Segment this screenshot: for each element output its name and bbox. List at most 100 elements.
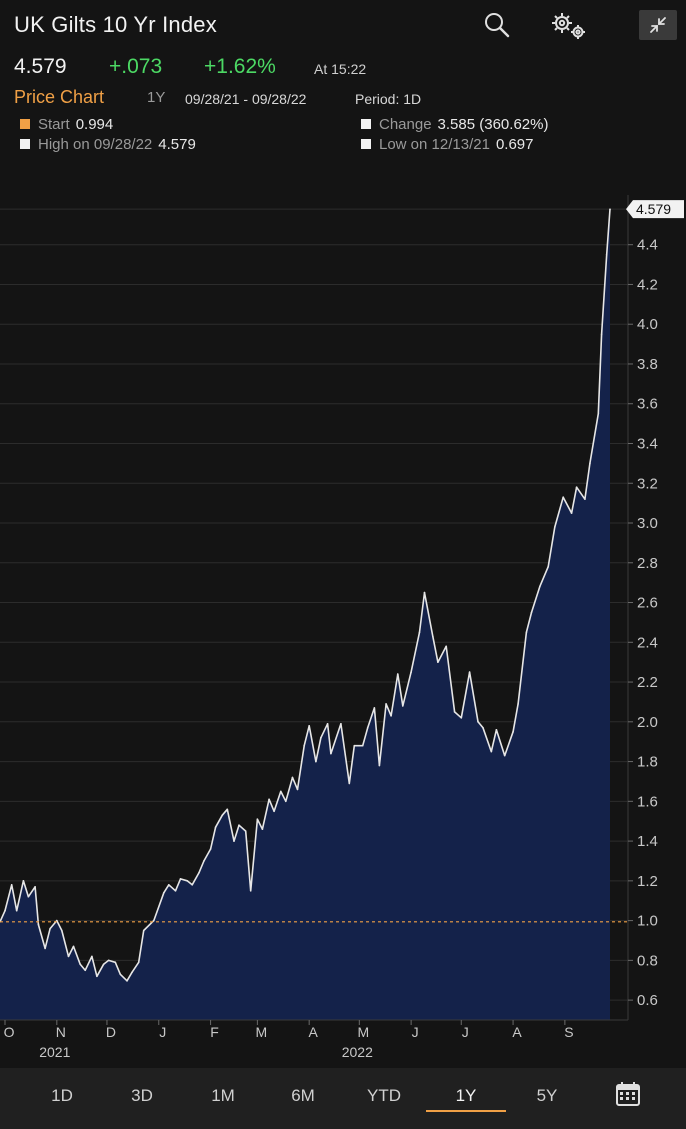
data-point [296,788,299,791]
gear-icon [552,13,585,39]
y-tick-label: 3.4 [637,435,658,452]
data-point [418,631,421,634]
chart-info-bar: Price Chart 1Y 09/28/21 - 09/28/22 Perio… [0,87,686,109]
range-button-1y[interactable]: 1Y [455,1086,477,1105]
minimize-icon [650,17,666,33]
y-tick-label: 2.4 [637,634,658,651]
y-tick-label: 2.2 [637,674,658,691]
header: UK Gilts 10 Yr Index [0,0,686,60]
data-point [503,754,506,757]
data-point [512,730,514,733]
data-point [273,810,275,813]
last-value-badge [626,200,684,219]
y-tick-label: 3.6 [637,396,658,413]
data-point [340,722,342,725]
chart-range-label: 1Y [147,89,166,106]
y-tick-label: 0.6 [637,992,658,1009]
data-point [91,955,93,958]
range-button-3d[interactable]: 3D [131,1086,153,1105]
stat-change-label: Change [379,116,432,133]
data-point [348,782,351,785]
data-point [114,961,117,964]
start-legend-square [20,119,30,129]
data-point [79,963,82,966]
data-point [249,889,252,892]
data-point [279,790,282,793]
data-point [191,884,193,886]
data-point [268,798,270,801]
data-point [203,860,205,862]
search-icon [485,13,510,38]
x-tick-label: S [564,1024,573,1040]
last-value-label: 4.579 [636,201,671,217]
stat-low-value: 0.697 [495,136,534,153]
data-point [49,927,51,930]
x-tick-label: F [210,1024,219,1040]
data-point [198,872,200,874]
data-point [44,947,46,950]
data-point [401,705,404,707]
calendar-button[interactable] [614,1080,642,1108]
data-point [609,208,611,210]
data-point [126,980,128,982]
minimize-button[interactable] [639,10,677,40]
range-button-1m[interactable]: 1M [211,1086,235,1105]
quote-time: At 15:22 [314,61,367,77]
range-button-1d[interactable]: 1D [51,1086,73,1105]
data-point [326,722,329,725]
stat-start-value: 0.994 [75,116,114,133]
data-point [432,635,434,638]
data-point [291,776,294,779]
data-point [96,975,98,978]
range-button-5y[interactable]: 5Y [536,1086,558,1105]
data-point [102,963,105,966]
data-point [315,760,317,763]
price-chart-title[interactable]: Price Chart [14,87,105,107]
series-line [0,209,611,982]
data-point [238,824,240,826]
data-point [233,840,235,842]
y-tick-label: 1.0 [637,913,658,930]
data-point [547,565,549,568]
data-point [61,929,63,932]
stat-high-value: 4.579 [158,136,196,153]
data-point [482,726,484,729]
data-point [584,498,586,500]
high-legend-square [20,139,30,149]
data-point [174,889,177,892]
data-point [244,830,247,832]
stat-low-label: Low on 12/13/21 [379,136,490,153]
area-fill [0,209,610,1021]
data-point [56,919,58,922]
data-point [256,818,259,821]
data-point [366,726,369,729]
range-button-ytd[interactable]: YTD [367,1086,401,1105]
data-point [570,512,573,514]
data-point [209,848,212,850]
data-point [15,909,18,912]
data-point [186,880,188,882]
data-point [22,880,25,882]
settings-button[interactable] [548,10,590,42]
stat-start: Start 0.994 [20,116,113,136]
data-point [221,814,224,817]
stat-start-label: Start [38,116,70,133]
percent-change: +1.62% [204,55,276,78]
data-point [330,752,332,755]
y-tick-label: 2.8 [637,555,658,572]
y-tick-label: 1.2 [637,873,658,890]
y-tick-label: 1.8 [637,754,658,771]
search-button[interactable] [482,10,512,40]
y-tick-label: 2.6 [637,595,658,612]
data-point [226,808,229,811]
page-title: UK Gilts 10 Yr Index [14,12,217,37]
data-point [460,717,463,719]
quote-row: 4.579 +.073 +1.62% At 15:22 [0,55,686,81]
year-label: 2022 [342,1044,373,1060]
data-point [107,959,110,962]
range-selector: 1D 3D 1M 6M YTD 1Y 5Y [0,1068,686,1129]
range-button-6m[interactable]: 6M [291,1086,315,1105]
data-point [490,750,493,753]
price-chart[interactable]: 0.6 0.8 1.0 1.2 1.4 1.6 1.8 2.0 2.2 2.4 2.6 2.8 3.0 3… [0,160,686,1068]
y-tick-label: 4.4 [637,237,658,254]
